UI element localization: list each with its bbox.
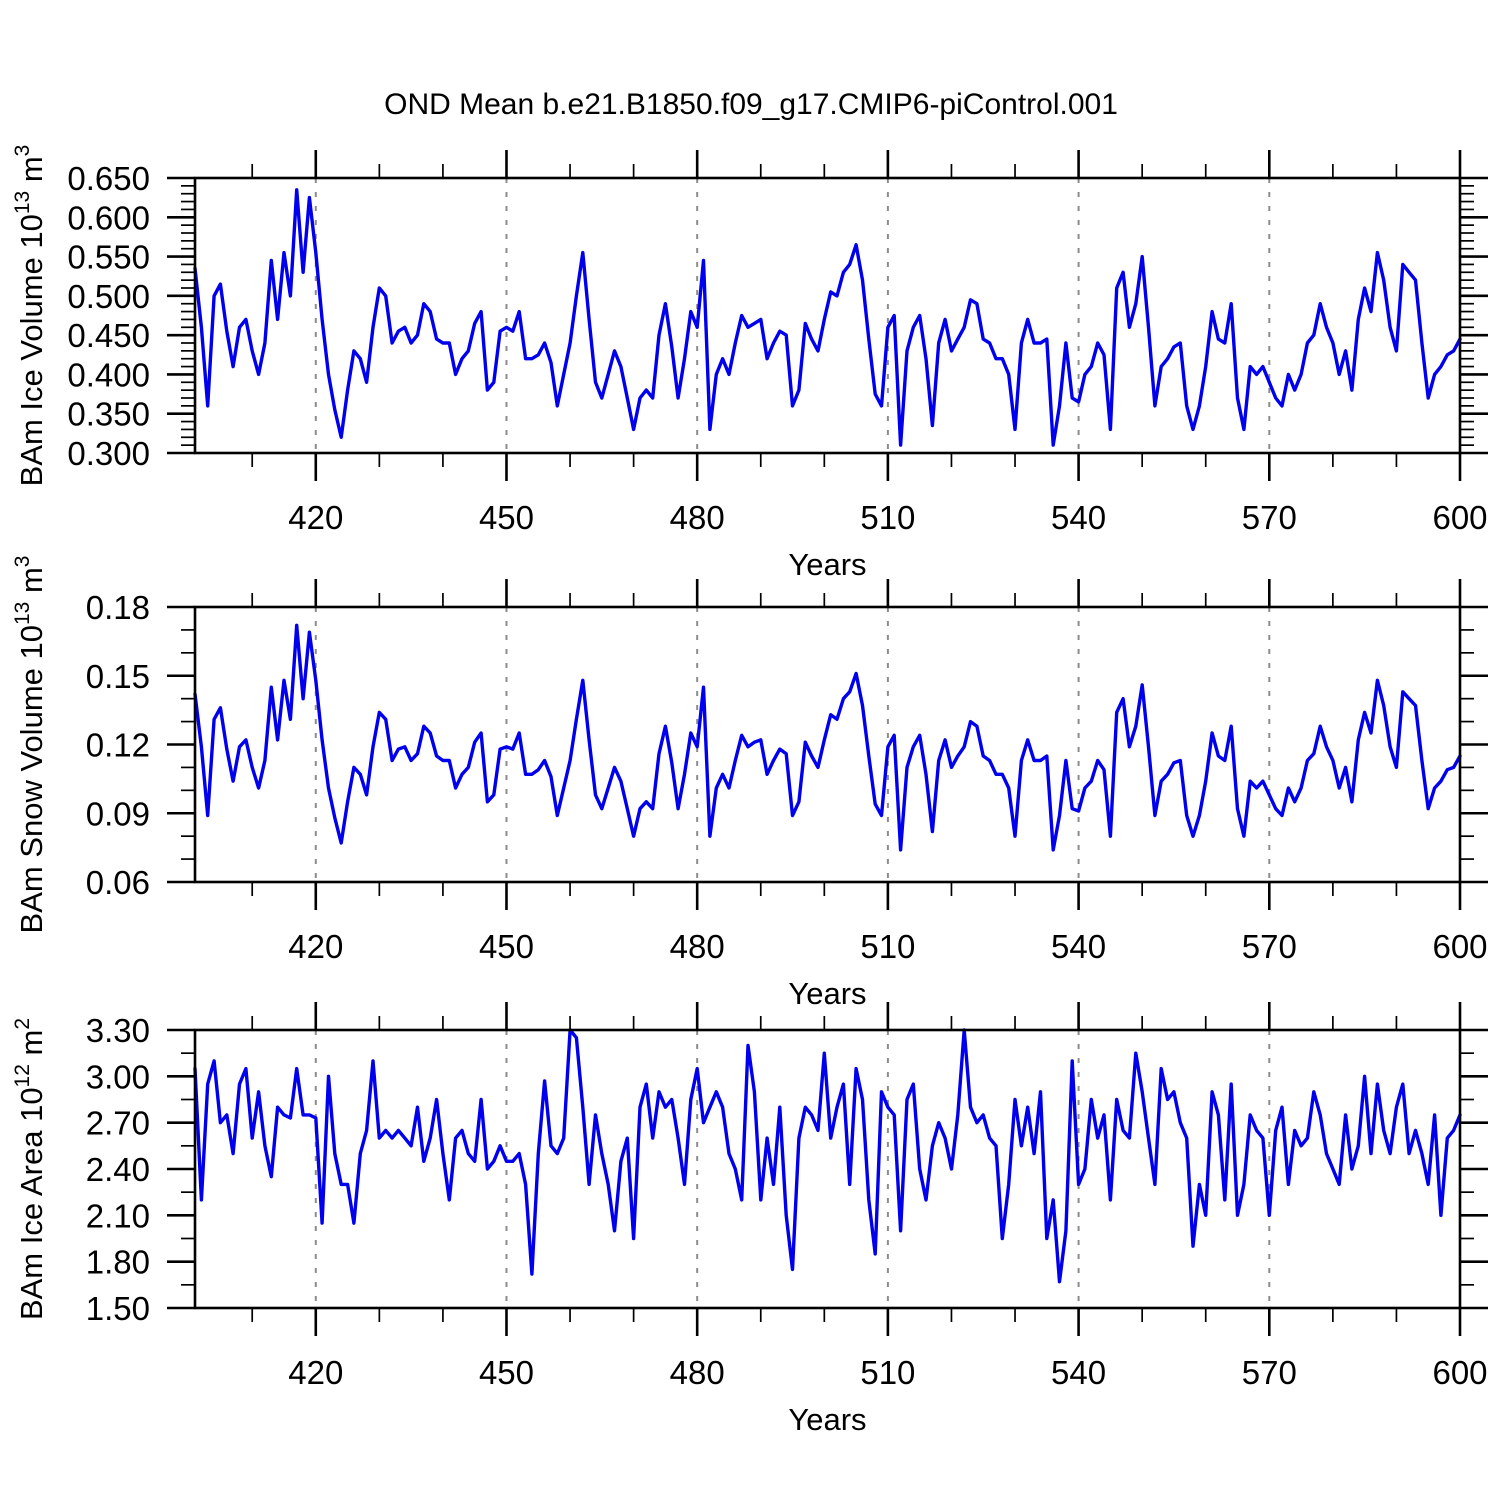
x-tick-label: 480: [670, 928, 725, 965]
panel-ice-area: 3.30 3.00 2.70 2.40 2.10 1.80 1.50 420 450 480 510…: [11, 1002, 1488, 1437]
series-line-ice-volume: [193, 188, 1462, 447]
x-tick-label: 600: [1432, 928, 1487, 965]
series-line-snow-volume: [193, 623, 1462, 852]
y-tick-label: 2.40: [86, 1151, 150, 1188]
y-tick-label: 0.450: [67, 317, 150, 354]
y-tick-label: 2.70: [86, 1105, 150, 1142]
x-tick-label: 570: [1242, 499, 1297, 536]
x-axis-title: Years: [788, 1402, 866, 1437]
x-tick-label: 540: [1051, 499, 1106, 536]
x-tick-label: 420: [288, 928, 343, 965]
panels-group: 0.6500.6000.5500.5000.4500.4000.3500.300…: [11, 145, 1488, 1437]
x-tick-labels: 420 450 480 510 540 570 600: [288, 1354, 1487, 1391]
y-tick-label: 0.09: [86, 795, 150, 832]
x-tick-labels: 420 450 480 510 540 570 600: [288, 499, 1487, 536]
x-axis-title: Years: [788, 547, 866, 582]
ticks: [167, 579, 1488, 910]
x-tick-label: 570: [1242, 928, 1297, 965]
y-tick-labels: 0.18 0.15 0.12 0.09 0.06: [86, 589, 150, 901]
plot-frame: [193, 1028, 1462, 1310]
x-tick-label: 600: [1432, 1354, 1487, 1391]
gridlines: [314, 178, 1271, 453]
y-axis-title: BAm Snow Volume 1013 m3: [11, 556, 49, 934]
y-tick-label: 0.15: [86, 658, 150, 695]
y-tick-labels: 3.30 3.00 2.70 2.40 2.10 1.80 1.50: [86, 1012, 150, 1327]
y-axis-title: BAm Ice Area 1012 m2: [11, 1018, 49, 1320]
y-tick-label: 2.10: [86, 1197, 150, 1234]
y-axis-title: BAm Ice Volume 1013 m3: [11, 145, 49, 487]
x-tick-label: 570: [1242, 1354, 1297, 1391]
y-tick-label: 1.80: [86, 1244, 150, 1281]
x-tick-label: 450: [479, 499, 534, 536]
plot-frame: [193, 176, 1462, 455]
x-tick-label: 600: [1432, 499, 1487, 536]
x-tick-label: 480: [670, 1354, 725, 1391]
y-tick-label: 0.18: [86, 589, 150, 626]
x-axis-title: Years: [788, 976, 866, 1011]
y-tick-label: 3.00: [86, 1058, 150, 1095]
y-tick-label: 0.400: [67, 356, 150, 393]
x-tick-label: 510: [860, 1354, 915, 1391]
y-tick-label: 0.650: [67, 160, 150, 197]
x-tick-label: 420: [288, 499, 343, 536]
panel-ice-volume: 0.6500.6000.5500.5000.4500.4000.3500.300…: [11, 145, 1488, 582]
y-tick-label: 0.500: [67, 278, 150, 315]
panel-snow-volume: 0.18 0.15 0.12 0.09 0.06 420 450 480 510 540 570 60…: [11, 556, 1488, 1011]
ticks: [167, 150, 1488, 481]
y-tick-label: 0.12: [86, 727, 150, 764]
y-tick-label: 0.600: [67, 199, 150, 236]
x-tick-label: 510: [860, 928, 915, 965]
y-tick-label: 3.30: [86, 1012, 150, 1049]
x-tick-label: 510: [860, 499, 915, 536]
x-tick-labels: 420 450 480 510 540 570 600: [288, 928, 1487, 965]
ticks: [167, 1002, 1488, 1336]
x-tick-label: 540: [1051, 928, 1106, 965]
y-tick-label: 1.50: [86, 1290, 150, 1327]
x-tick-label: 480: [670, 499, 725, 536]
x-tick-label: 450: [479, 1354, 534, 1391]
y-tick-label: 0.350: [67, 396, 150, 433]
plot-frame: [193, 605, 1462, 884]
series-line-ice-area: [193, 1028, 1462, 1284]
x-tick-label: 540: [1051, 1354, 1106, 1391]
y-tick-label: 0.300: [67, 435, 150, 472]
x-tick-label: 420: [288, 1354, 343, 1391]
x-tick-label: 450: [479, 928, 534, 965]
chart-title: OND Mean b.e21.B1850.f09_g17.CMIP6-piCon…: [384, 88, 1118, 121]
gridlines: [314, 607, 1271, 882]
y-tick-label: 0.550: [67, 239, 150, 276]
y-tick-label: 0.06: [86, 864, 150, 901]
